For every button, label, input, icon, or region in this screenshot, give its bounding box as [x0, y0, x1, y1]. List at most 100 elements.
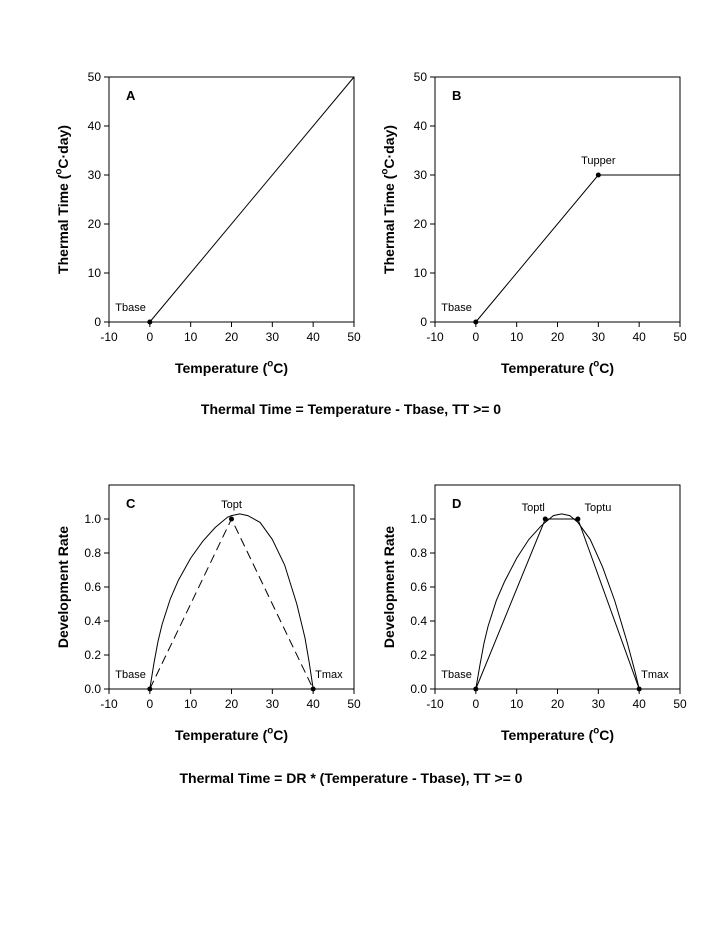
y-tick-label: 0.6 — [410, 580, 427, 594]
y-tick-label: 50 — [88, 70, 102, 84]
point-label: Tbase — [115, 302, 146, 314]
series-line-2 — [475, 518, 640, 690]
x-axis-label: Temperature (oC) — [501, 359, 614, 376]
x-tick-label: 40 — [632, 697, 646, 711]
x-tick-label: 0 — [146, 330, 153, 344]
series-line-1 — [149, 513, 314, 690]
x-tick-label: 20 — [225, 697, 239, 711]
y-tick-label: 40 — [414, 119, 428, 133]
x-tick-label: 10 — [510, 697, 524, 711]
x-tick-label: 40 — [306, 697, 320, 711]
chart-panel-d: -10 0 10 20 30 40 50 0.0 0.2 0.4 0.6 0.8 1.0 Temperat… — [381, 484, 687, 743]
x-tick-label: 30 — [592, 330, 606, 344]
y-axis-label: Development Rate — [55, 526, 71, 648]
y-tick-label: 0.6 — [84, 580, 101, 594]
panel-letter: A — [126, 88, 136, 103]
x-tick-label: 30 — [266, 330, 280, 344]
y-tick-label: 20 — [414, 217, 428, 231]
y-axis-label: Thermal Time (oC·day) — [380, 125, 397, 274]
y-tick-label: 10 — [88, 266, 102, 280]
x-tick-label: 0 — [472, 697, 479, 711]
x-tick-label: 0 — [472, 330, 479, 344]
point-marker — [575, 516, 581, 522]
x-tick-label: -10 — [100, 697, 118, 711]
series-line-2 — [149, 517, 314, 690]
series-line-1 — [475, 513, 640, 690]
x-tick-label: -10 — [426, 330, 444, 344]
x-tick-label: 0 — [146, 697, 153, 711]
point-label: Tbase — [115, 669, 146, 681]
plot-frame — [434, 484, 681, 690]
y-tick-label: 1.0 — [84, 512, 101, 526]
point-marker — [147, 686, 153, 692]
x-tick-label: 50 — [673, 697, 687, 711]
point-label: Tupper — [581, 155, 616, 167]
x-tick-label: -10 — [426, 697, 444, 711]
x-axis-label: Temperature (oC) — [175, 359, 288, 376]
point-marker — [229, 516, 234, 522]
point-marker — [595, 172, 601, 178]
y-tick-label: 20 — [88, 217, 102, 231]
y-tick-label: 0.4 — [84, 614, 101, 628]
y-axis-label: Development Rate — [381, 526, 397, 648]
caption-top: Thermal Time = Temperature - Tbase, TT >… — [200, 401, 502, 417]
chart-panel-c: -10 0 10 20 30 40 50 0.0 0.2 0.4 0.6 0.8 1.0 Temperat… — [55, 484, 361, 743]
y-tick-label: 40 — [88, 119, 102, 133]
plot-frame — [108, 76, 355, 323]
y-tick-label: 10 — [414, 266, 428, 280]
y-tick-label: 0 — [94, 315, 101, 329]
x-tick-label: 50 — [347, 697, 361, 711]
x-tick-label: 50 — [347, 330, 361, 344]
point-label: Toptl — [522, 502, 545, 514]
series-line-1 — [149, 76, 355, 323]
x-axis-label: Temperature (oC) — [501, 726, 614, 743]
panel-letter: B — [452, 88, 461, 103]
point-label: Tbase — [441, 669, 472, 681]
x-tick-label: 10 — [184, 330, 198, 344]
y-tick-label: 0.0 — [84, 682, 101, 696]
y-tick-label: 0.8 — [410, 546, 427, 560]
panel-letter: C — [126, 496, 136, 511]
point-marker — [473, 686, 479, 692]
y-tick-label: 0 — [420, 315, 427, 329]
caption-bottom: Thermal Time = DR * (Temperature - Tbase… — [179, 770, 523, 786]
panel-letter: D — [452, 496, 461, 511]
point-marker — [542, 516, 548, 522]
x-tick-label: 10 — [510, 330, 524, 344]
point-marker — [636, 686, 642, 692]
y-tick-label: 30 — [88, 168, 102, 182]
series-line-1 — [475, 174, 680, 323]
y-tick-label: 0.0 — [410, 682, 427, 696]
plot-frame — [434, 76, 681, 323]
y-tick-label: 0.4 — [410, 614, 427, 628]
point-label: Toptu — [584, 502, 611, 514]
x-tick-label: 30 — [266, 697, 280, 711]
y-tick-label: 50 — [414, 70, 428, 84]
y-tick-label: 0.8 — [84, 546, 101, 560]
y-tick-label: 30 — [414, 168, 428, 182]
point-label: Topt — [221, 499, 242, 511]
point-marker — [473, 319, 479, 325]
x-tick-label: 40 — [306, 330, 320, 344]
point-label: Tbase — [441, 302, 472, 314]
x-tick-label: 10 — [184, 697, 198, 711]
point-marker — [310, 686, 316, 692]
x-tick-label: 40 — [632, 330, 646, 344]
y-tick-label: 0.2 — [84, 648, 101, 662]
x-axis-label: Temperature (oC) — [175, 726, 288, 743]
x-tick-label: -10 — [100, 330, 118, 344]
x-tick-label: 20 — [551, 697, 565, 711]
point-label: Tmax — [315, 669, 343, 681]
point-label: Tmax — [641, 669, 669, 681]
x-tick-label: 20 — [225, 330, 239, 344]
point-marker — [147, 319, 153, 325]
x-tick-label: 20 — [551, 330, 565, 344]
y-axis-label: Thermal Time (oC·day) — [54, 125, 71, 274]
y-tick-label: 1.0 — [410, 512, 427, 526]
y-tick-label: 0.2 — [410, 648, 427, 662]
x-tick-label: 50 — [673, 330, 687, 344]
x-tick-label: 30 — [592, 697, 606, 711]
